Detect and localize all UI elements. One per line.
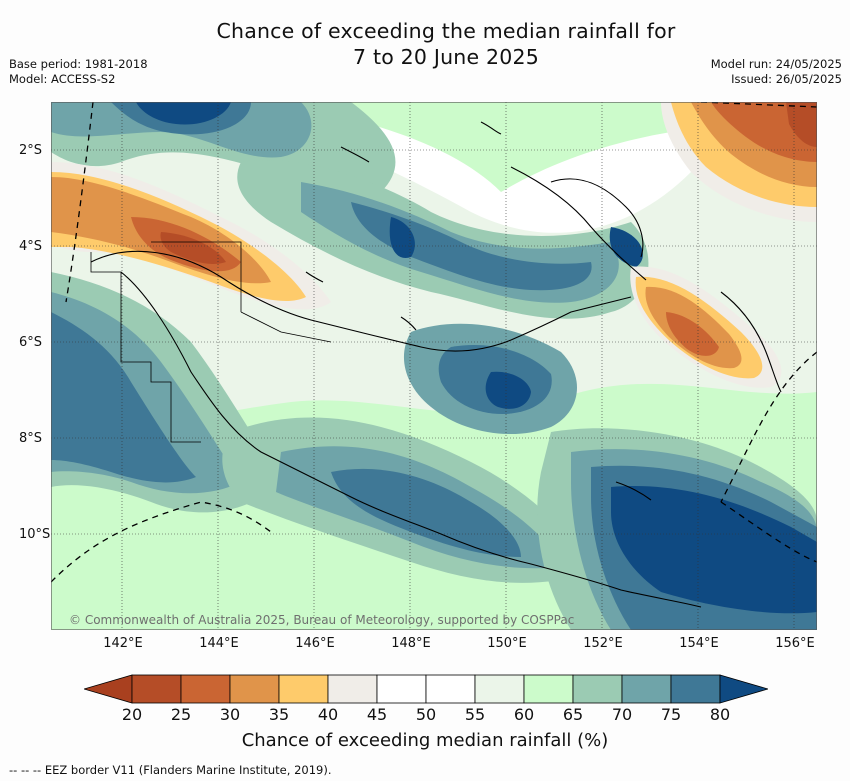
model-run-text: Model run: 24/05/2025	[710, 57, 842, 71]
lon-label-144e: 144°E	[199, 636, 239, 651]
meta-right: Model run: 24/05/2025 Issued: 26/05/2025	[711, 57, 842, 87]
colorbar-bin-45-50	[376, 674, 427, 704]
lon-label-156e: 156°E	[775, 636, 815, 651]
eez-border-note: -- -- -- EEZ border V11 (Flanders Marine…	[9, 763, 332, 777]
colorbar-tick: 65	[562, 705, 584, 724]
colorbar-tick: 35	[268, 705, 290, 724]
colorbar-tick: 60	[513, 705, 535, 724]
colorbar-bin-75-80	[670, 674, 721, 704]
probability-field	[51, 102, 817, 630]
colorbar-bin-25-30	[180, 674, 231, 704]
lon-label-154e: 154°E	[679, 636, 719, 651]
copyright-notice: © Commonwealth of Australia 2025, Bureau…	[69, 613, 575, 627]
graticule	[51, 102, 817, 630]
rainfall-map	[51, 102, 817, 630]
lat-label-4s: 4°S	[19, 239, 43, 254]
eez-borders	[51, 102, 817, 583]
colorbar-tick: 45	[366, 705, 388, 724]
lat-label-8s: 8°S	[19, 431, 43, 446]
map-title: Chance of exceeding the median rainfall …	[120, 18, 772, 70]
colorbar-tick: 80	[709, 705, 731, 724]
colorbar-bin-65-70	[572, 674, 623, 704]
lat-label-2s: 2°S	[19, 143, 43, 158]
map-title-line-1: Chance of exceeding the median rainfall …	[216, 19, 676, 43]
colorbar-tick: 55	[464, 705, 486, 724]
lat-label-10s: 10°S	[19, 527, 51, 542]
colorbar-bin-20-25	[131, 674, 182, 704]
colorbar-bin-70-75	[621, 674, 672, 704]
lon-label-152e: 152°E	[583, 636, 623, 651]
colorbar-tick: 75	[660, 705, 682, 724]
colorbar-tick: 20	[121, 705, 143, 724]
lon-label-142e: 142°E	[103, 636, 143, 651]
borders	[90, 241, 332, 443]
base-period-text: Base period: 1981-2018	[9, 57, 148, 71]
lon-label-148e: 148°E	[391, 636, 431, 651]
colorbar-bin-30-35	[229, 674, 280, 704]
colorbar-low-extend	[82, 674, 133, 704]
colorbar-bin-60-65	[523, 674, 574, 704]
colorbar-bin-35-40	[278, 674, 329, 704]
coastlines	[90, 121, 782, 608]
colorbar-tick: 30	[219, 705, 241, 724]
colorbar	[82, 674, 770, 704]
colorbar-bin-50-55	[425, 674, 476, 704]
lat-label-6s: 6°S	[19, 335, 43, 350]
colorbar-tick: 70	[611, 705, 633, 724]
lon-label-146e: 146°E	[295, 636, 335, 651]
colorbar-tick: 40	[317, 705, 339, 724]
meta-left: Base period: 1981-2018 Model: ACCESS-S2	[9, 57, 148, 87]
colorbar-tick: 25	[170, 705, 192, 724]
model-text: Model: ACCESS-S2	[9, 72, 116, 86]
lon-label-150e: 150°E	[487, 636, 527, 651]
colorbar-high-extend	[719, 674, 770, 704]
issued-text: Issued: 26/05/2025	[731, 72, 842, 86]
colorbar-bin-55-60	[474, 674, 525, 704]
colorbar-title: Chance of exceeding median rainfall (%)	[241, 730, 609, 751]
colorbar-bin-40-45	[327, 674, 378, 704]
map-title-line-2: 7 to 20 June 2025	[353, 45, 539, 69]
colorbar-tick: 50	[415, 705, 437, 724]
